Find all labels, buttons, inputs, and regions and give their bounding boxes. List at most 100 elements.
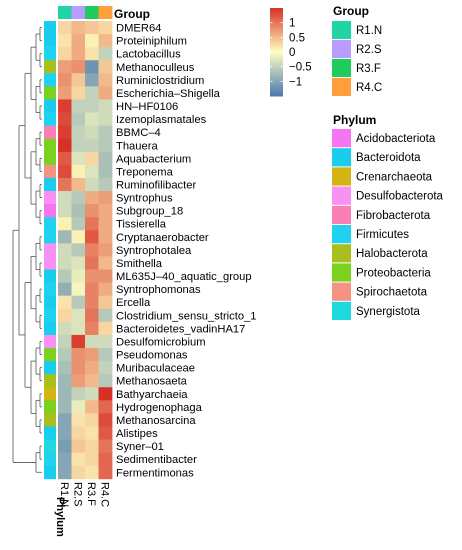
phylum-annotation-cell (44, 452, 56, 467)
phylum-annotation-cell (44, 334, 56, 349)
heatmap-cell (71, 204, 86, 218)
heatmap-cell (98, 217, 113, 231)
row-label: Methanoculleus (116, 62, 195, 74)
colorbar-segment (270, 14, 283, 18)
heatmap-cell (85, 99, 99, 113)
heatmap-cell (98, 112, 113, 127)
phylum-annotation-cell (44, 426, 56, 440)
colorbar-tick-label: 0 (289, 47, 295, 59)
heatmap-cell (71, 47, 86, 61)
phylum-annotation-cell (44, 361, 56, 375)
phylum-annotation-cell (44, 243, 56, 257)
row-label: Ruminofilibacter (116, 180, 196, 192)
colorbar-segment (270, 36, 283, 40)
heatmap-cell (85, 439, 99, 454)
heatmap-cell (85, 269, 99, 283)
heatmap-cell (58, 361, 72, 375)
group-annotation-cell (58, 6, 72, 19)
heatmap-cell (98, 86, 113, 100)
heatmap-cell (98, 191, 113, 205)
heatmap-cell (85, 177, 99, 192)
group-annotation-label: Group (114, 7, 150, 21)
heatmap-cell (58, 204, 72, 218)
heatmap-cell (85, 387, 99, 401)
heatmap-cell (85, 282, 99, 297)
heatmap-cell (98, 413, 113, 427)
heatmap-cell (98, 243, 113, 257)
colorbar-segment (270, 67, 283, 71)
heatmap-cell (71, 125, 86, 140)
phylum-legend-label: Proteobacteria (356, 267, 431, 279)
group-legend-label: R4.C (356, 82, 382, 94)
phylum-annotation-cell (44, 191, 56, 205)
heatmap-cell (98, 125, 113, 140)
heatmap-cell (58, 164, 72, 179)
row-label: HN–HF0106 (116, 101, 178, 113)
heatmap-cell (85, 230, 99, 244)
colorbar-segment (270, 60, 283, 64)
heatmap-cell (85, 400, 99, 414)
heatmap-cell (71, 334, 86, 349)
heatmap-cell (85, 374, 99, 388)
heatmap-cell (71, 151, 86, 166)
colorbar-segment (270, 74, 283, 77)
heatmap-cell (71, 191, 86, 205)
heatmap-cell (85, 361, 99, 375)
phylum-legend-label: Synergistota (356, 306, 421, 318)
heatmap-cell (98, 47, 113, 61)
row-label: Clostridium_sensu_stricto_1 (116, 310, 257, 322)
group-legend-label: R3.F (356, 63, 381, 75)
heatmap-cell (71, 321, 86, 336)
colorbar-segment (270, 52, 283, 55)
heatmap-cell (85, 47, 99, 61)
group-legend-title: Group (333, 4, 369, 18)
colorbar-segment (270, 23, 283, 27)
phylum-legend-label: Acidobacteriota (356, 133, 436, 145)
group-legend-swatch (332, 40, 351, 58)
colorbar-segment (270, 27, 283, 31)
colorbar-segment (270, 78, 283, 82)
group-annotation-cell (85, 6, 99, 19)
row-label: Syntrophus (116, 193, 173, 205)
heatmap-cell (71, 164, 86, 179)
colorbar-segment (270, 49, 283, 53)
phylum-legend-label: Desulfobacterota (356, 191, 444, 203)
heatmap-cell (58, 138, 72, 153)
heatmap-cell (98, 204, 113, 218)
heatmap-cell (98, 177, 113, 192)
heatmap-cell (58, 400, 72, 414)
phylum-legend-swatch (332, 129, 351, 148)
row-label: Tissierella (116, 219, 167, 231)
heatmap-cell (58, 374, 72, 388)
phylum-annotation-cell (44, 400, 56, 414)
phylum-annotation-cell (44, 374, 56, 388)
row-label: Methanosaeta (116, 376, 188, 388)
heatmap-cell (85, 164, 99, 179)
group-legend-swatch (332, 59, 351, 77)
heatmap-cell (85, 243, 99, 257)
phylum-legend-swatch (332, 205, 351, 224)
colorbar-segment (270, 30, 283, 33)
heatmap-cell (58, 230, 72, 244)
phylum-annotation-cell (44, 86, 56, 100)
group-annotation-strip (58, 6, 113, 19)
row-label: Syntrophomonas (116, 284, 201, 296)
heatmap-cell (85, 321, 99, 336)
phylum-legend-swatch (332, 167, 351, 186)
heatmap-cell (98, 465, 113, 480)
phylum-annotation-cell (44, 47, 56, 61)
row-label: Aquabacterium (116, 153, 191, 165)
heatmap-cell (71, 112, 86, 127)
phylum-annotation-cell (44, 387, 56, 401)
heatmap-cell (85, 191, 99, 205)
heatmap-cell (58, 269, 72, 283)
heatmap-cell (58, 125, 72, 140)
color-scale-legend: 1 0.5 0 −0.5 −1 (270, 8, 312, 97)
heatmap-cell (58, 86, 72, 100)
phylum-annotation-cell (44, 295, 56, 310)
heatmap-cell (58, 34, 72, 48)
heatmap-cell (98, 452, 113, 467)
heatmap-cell (98, 400, 113, 414)
heatmap-cells (58, 21, 113, 480)
